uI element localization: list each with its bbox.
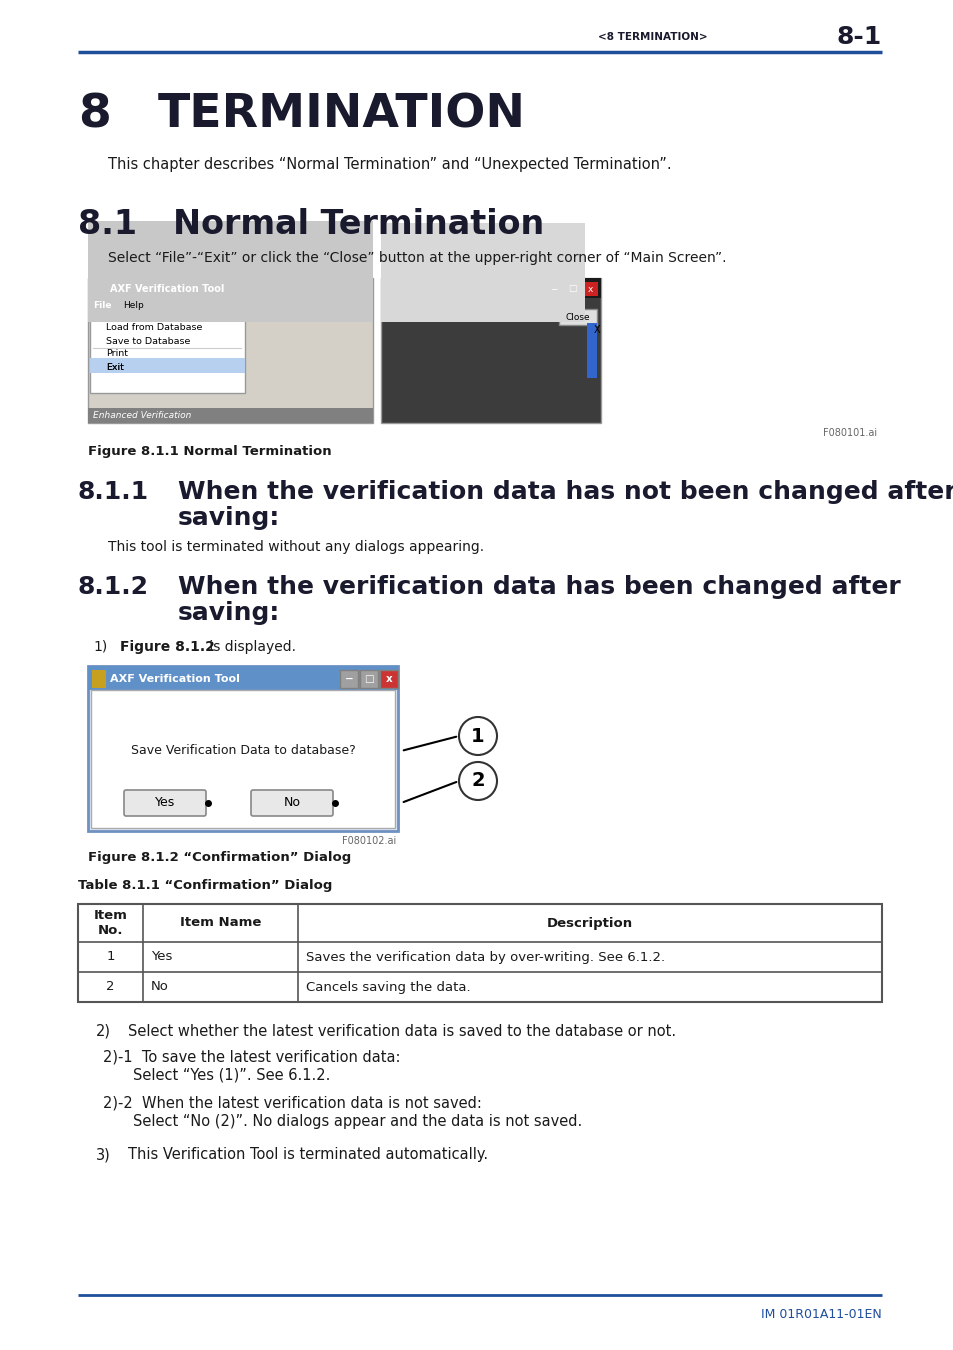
- Text: Enhanced Verification: Enhanced Verification: [92, 410, 192, 420]
- Text: Item
No.: Item No.: [93, 909, 128, 937]
- FancyBboxPatch shape: [88, 666, 397, 832]
- Text: AXF Verification Tool: AXF Verification Tool: [110, 284, 224, 294]
- Text: Item Name: Item Name: [179, 917, 261, 930]
- Text: Figure 8.1.1 Normal Termination: Figure 8.1.1 Normal Termination: [88, 444, 332, 458]
- Text: Figure 8.1.2 “Confirmation” Dialog: Figure 8.1.2 “Confirmation” Dialog: [88, 850, 351, 864]
- FancyBboxPatch shape: [581, 282, 598, 296]
- Text: saving:: saving:: [178, 601, 280, 625]
- FancyBboxPatch shape: [88, 408, 373, 423]
- Text: No: No: [283, 796, 300, 810]
- Text: Normal Termination: Normal Termination: [172, 208, 543, 242]
- Text: File: File: [92, 301, 112, 309]
- FancyBboxPatch shape: [379, 670, 397, 688]
- FancyBboxPatch shape: [88, 221, 373, 323]
- FancyBboxPatch shape: [545, 282, 561, 296]
- FancyBboxPatch shape: [380, 278, 600, 298]
- Text: When the verification data has not been changed after: When the verification data has not been …: [178, 481, 953, 504]
- Text: Exit: Exit: [106, 363, 124, 371]
- Text: 1): 1): [92, 640, 107, 653]
- Text: This Verification Tool is terminated automatically.: This Verification Tool is terminated aut…: [128, 1148, 488, 1162]
- Text: This chapter describes “Normal Termination” and “Unexpected Termination”.: This chapter describes “Normal Terminati…: [108, 158, 671, 173]
- Text: Description: Description: [546, 917, 633, 930]
- Text: 8-1: 8-1: [836, 26, 882, 49]
- FancyBboxPatch shape: [339, 670, 357, 688]
- Text: 8.1: 8.1: [78, 208, 137, 242]
- FancyBboxPatch shape: [251, 790, 333, 815]
- Text: 8.1.2: 8.1.2: [78, 575, 149, 599]
- Text: x: x: [587, 285, 592, 293]
- Text: 1: 1: [471, 726, 484, 745]
- Text: Save Verification Data to database?: Save Verification Data to database?: [131, 744, 355, 757]
- Text: When the verification data has been changed after: When the verification data has been chan…: [178, 575, 900, 599]
- FancyBboxPatch shape: [586, 323, 597, 378]
- Text: Print: Print: [106, 350, 128, 359]
- Text: −: −: [344, 674, 353, 684]
- Circle shape: [458, 717, 497, 755]
- Text: 3): 3): [96, 1148, 111, 1162]
- Text: Cancels saving the data.: Cancels saving the data.: [306, 980, 470, 994]
- FancyBboxPatch shape: [90, 358, 245, 373]
- FancyBboxPatch shape: [90, 298, 118, 311]
- Text: x: x: [385, 674, 392, 684]
- Text: 8.1.1: 8.1.1: [78, 481, 149, 504]
- Text: Help: Help: [123, 301, 144, 309]
- Circle shape: [458, 761, 497, 801]
- Text: Load from Database: Load from Database: [106, 323, 202, 332]
- FancyBboxPatch shape: [88, 298, 373, 311]
- Text: No: No: [151, 980, 169, 994]
- Text: IM 01R01A11-01EN: IM 01R01A11-01EN: [760, 1308, 882, 1322]
- Text: AXF Verification Tool: AXF Verification Tool: [110, 674, 239, 684]
- FancyBboxPatch shape: [78, 904, 882, 1002]
- Text: 2: 2: [471, 771, 484, 791]
- Text: □: □: [567, 285, 576, 293]
- Text: Select “No (2)”. No dialogs appear and the data is not saved.: Select “No (2)”. No dialogs appear and t…: [132, 1114, 581, 1129]
- Text: saving:: saving:: [178, 506, 280, 531]
- FancyBboxPatch shape: [90, 310, 245, 393]
- Text: Select whether the latest verification data is saved to the database or not.: Select whether the latest verification d…: [128, 1025, 676, 1040]
- Text: 2: 2: [106, 980, 114, 994]
- Text: F080102.ai: F080102.ai: [341, 836, 395, 846]
- Text: TERMINATION: TERMINATION: [158, 93, 525, 138]
- Text: Yes: Yes: [151, 950, 172, 964]
- Text: Table 8.1.1 “Confirmation” Dialog: Table 8.1.1 “Confirmation” Dialog: [78, 879, 332, 892]
- Text: 8: 8: [78, 93, 111, 138]
- Text: Select “Yes (1)”. See 6.1.2.: Select “Yes (1)”. See 6.1.2.: [132, 1068, 330, 1083]
- Text: Save to Database: Save to Database: [106, 336, 191, 346]
- Text: □: □: [364, 674, 374, 684]
- Text: 2)-2  When the latest verification data is not saved:: 2)-2 When the latest verification data i…: [103, 1095, 481, 1110]
- FancyBboxPatch shape: [380, 278, 600, 423]
- FancyBboxPatch shape: [563, 282, 579, 296]
- FancyBboxPatch shape: [359, 670, 377, 688]
- FancyBboxPatch shape: [88, 278, 373, 298]
- Text: 2): 2): [96, 1025, 111, 1040]
- FancyBboxPatch shape: [88, 666, 397, 690]
- Text: Saves the verification data by over-writing. See 6.1.2.: Saves the verification data by over-writ…: [306, 950, 664, 964]
- Text: Select “File”-“Exit” or click the “Close” button at the upper-right corner of “M: Select “File”-“Exit” or click the “Close…: [108, 251, 726, 265]
- Text: X: X: [593, 325, 599, 335]
- Text: is displayed.: is displayed.: [205, 640, 295, 653]
- FancyBboxPatch shape: [91, 281, 104, 297]
- FancyBboxPatch shape: [124, 790, 206, 815]
- Text: Close: Close: [565, 313, 590, 323]
- FancyBboxPatch shape: [91, 670, 106, 688]
- Text: <8 TERMINATION>: <8 TERMINATION>: [598, 32, 707, 42]
- FancyBboxPatch shape: [91, 690, 395, 828]
- FancyBboxPatch shape: [88, 278, 373, 423]
- Text: Figure 8.1.2: Figure 8.1.2: [120, 640, 214, 653]
- Text: −: −: [550, 285, 558, 293]
- Text: 2)-1  To save the latest verification data:: 2)-1 To save the latest verification dat…: [103, 1049, 400, 1064]
- Text: Yes: Yes: [154, 796, 175, 810]
- Text: This tool is terminated without any dialogs appearing.: This tool is terminated without any dial…: [108, 540, 483, 553]
- FancyBboxPatch shape: [558, 309, 597, 325]
- Text: Exit: Exit: [106, 363, 124, 371]
- FancyBboxPatch shape: [380, 223, 584, 323]
- Text: F080101.ai: F080101.ai: [822, 428, 876, 437]
- Text: 1: 1: [106, 950, 114, 964]
